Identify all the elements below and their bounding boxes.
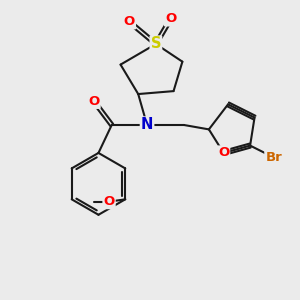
Text: O: O — [218, 146, 229, 159]
Text: O: O — [103, 195, 115, 208]
Text: S: S — [151, 37, 161, 52]
Text: N: N — [141, 118, 153, 133]
Text: O: O — [88, 95, 100, 108]
Text: O: O — [165, 13, 176, 26]
Text: O: O — [124, 15, 135, 28]
Text: Br: Br — [265, 151, 282, 164]
